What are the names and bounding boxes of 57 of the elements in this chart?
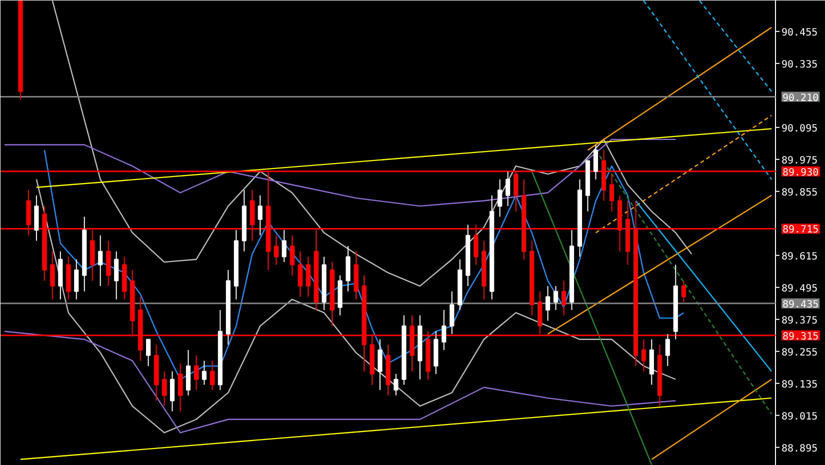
- candlestick: [649, 338, 654, 386]
- candlestick: [290, 234, 294, 276]
- line-series: [52, 0, 692, 287]
- candlestick: [74, 258, 79, 300]
- y-tick-label: 89.015: [782, 411, 818, 422]
- y-tick-label: 90.095: [782, 123, 818, 134]
- ref-line-label: 90.210: [782, 92, 819, 104]
- candlestick: [298, 250, 302, 298]
- y-tick-label: 89.495: [782, 283, 818, 294]
- y-tick-label: 89.255: [782, 347, 818, 358]
- candlestick: [506, 170, 510, 207]
- candlestick: [170, 370, 175, 412]
- candlestick: [561, 280, 566, 316]
- candlestick: [258, 194, 262, 236]
- line-series: [4, 138, 676, 207]
- candlestick: [593, 144, 598, 180]
- y-tick-label: 89.135: [782, 379, 818, 390]
- candlestick: [106, 240, 111, 287]
- candlestick: [114, 250, 119, 300]
- y-tick-label: 88.895: [782, 443, 818, 454]
- ref-line-label: 89.315: [782, 331, 819, 342]
- y-tick-label: 89.975: [782, 155, 818, 166]
- ref-line-label: 89.930: [782, 167, 819, 178]
- candlestick: [442, 310, 446, 351]
- candlestick: [641, 338, 646, 372]
- candlestick: [306, 256, 310, 298]
- candlestick: [450, 290, 454, 335]
- candlestick: [394, 374, 398, 396]
- y-tick-label: 89.855: [782, 187, 818, 198]
- candlestick: [282, 230, 286, 263]
- y-tick-label: 89.615: [782, 251, 818, 262]
- candlestick: [609, 174, 614, 212]
- y-tick-label: 89.375: [782, 315, 818, 326]
- candlestick: [378, 338, 382, 391]
- candlestick: [98, 234, 103, 287]
- candlestick: [210, 360, 215, 391]
- candlestick: [202, 360, 207, 386]
- candlestick: [665, 334, 670, 367]
- candlestick: [553, 286, 558, 311]
- candlestick: [545, 286, 550, 322]
- candlestick: [146, 338, 151, 367]
- candlestick: [50, 250, 55, 300]
- candlestick: [186, 350, 191, 396]
- candlestick: [681, 280, 686, 303]
- candlestick: [194, 354, 199, 391]
- y-tick-label: 90.455: [782, 27, 818, 38]
- candlestick: [34, 194, 39, 242]
- y-tick-label: 90.335: [782, 59, 818, 70]
- candlestick: [346, 246, 350, 292]
- ref-line-label: 89.435: [782, 299, 819, 310]
- candlestick: [274, 234, 278, 266]
- ref-line-label: 89.715: [782, 224, 819, 236]
- candlestick: [162, 370, 167, 407]
- candlestick: [178, 362, 183, 412]
- candlestick: [498, 178, 502, 218]
- line-series: [36, 178, 676, 434]
- line-series: [4, 330, 676, 434]
